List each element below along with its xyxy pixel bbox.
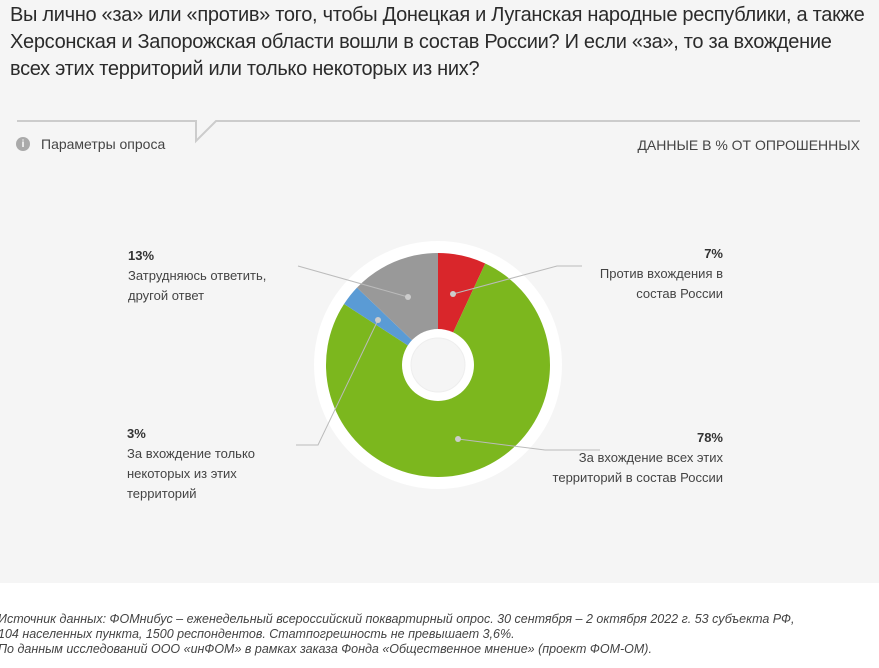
leader-dot-all [455, 436, 461, 442]
leader-dot-against [450, 291, 456, 297]
label-unsure: 13% Затрудняюсь ответить, другой ответ [128, 246, 298, 306]
data-label-some: 3% [127, 426, 146, 441]
footnote-line-2: 104 населенных пункта, 1500 респондентов… [0, 627, 515, 641]
survey-params-label: Параметры опроса [41, 136, 166, 152]
footnote-line-1: Источник данных: ФОМнибус – еженедельный… [0, 612, 795, 626]
header-divider [17, 120, 860, 144]
leader-line-some [296, 319, 379, 446]
question-title: Вы лично «за» или «против» того, чтобы Д… [10, 4, 865, 80]
leader-line-all [457, 438, 600, 451]
leader-line-against [452, 265, 582, 295]
data-label-against: 7% [704, 246, 723, 261]
legend-all: За вхождение всех этих территорий в сост… [552, 450, 723, 485]
pie-hole-inner [410, 337, 466, 393]
source-footnote: Источник данных: ФОМнибус – еженедельный… [0, 612, 794, 657]
pie-chart [17, 120, 860, 477]
data-label-unsure: 13% [128, 248, 155, 263]
leader-line-unsure [297, 265, 409, 298]
legend-against: Против вхождения в состав России [599, 266, 723, 301]
info-icon: i [16, 137, 30, 151]
label-against: 7% Против вхождения в состав России [560, 244, 723, 304]
label-some: 3% За вхождение только некоторых из этих… [127, 424, 287, 504]
units-label: ДАННЫЕ В % ОТ ОПРОШЕННЫХ [637, 137, 860, 153]
leader-dot-unsure [405, 294, 411, 300]
legend-some: За вхождение только некоторых из этих те… [127, 446, 256, 501]
survey-params-link[interactable]: i Параметры опроса [16, 136, 165, 152]
footnote-line-3: По данным исследований ООО «инФОМ» в рам… [0, 642, 652, 656]
label-all: 78% За вхождение всех этих территорий в … [545, 428, 723, 488]
data-label-all: 78% [696, 430, 723, 445]
leader-dot-some [375, 317, 381, 323]
legend-unsure: Затрудняюсь ответить, другой ответ [128, 268, 267, 303]
